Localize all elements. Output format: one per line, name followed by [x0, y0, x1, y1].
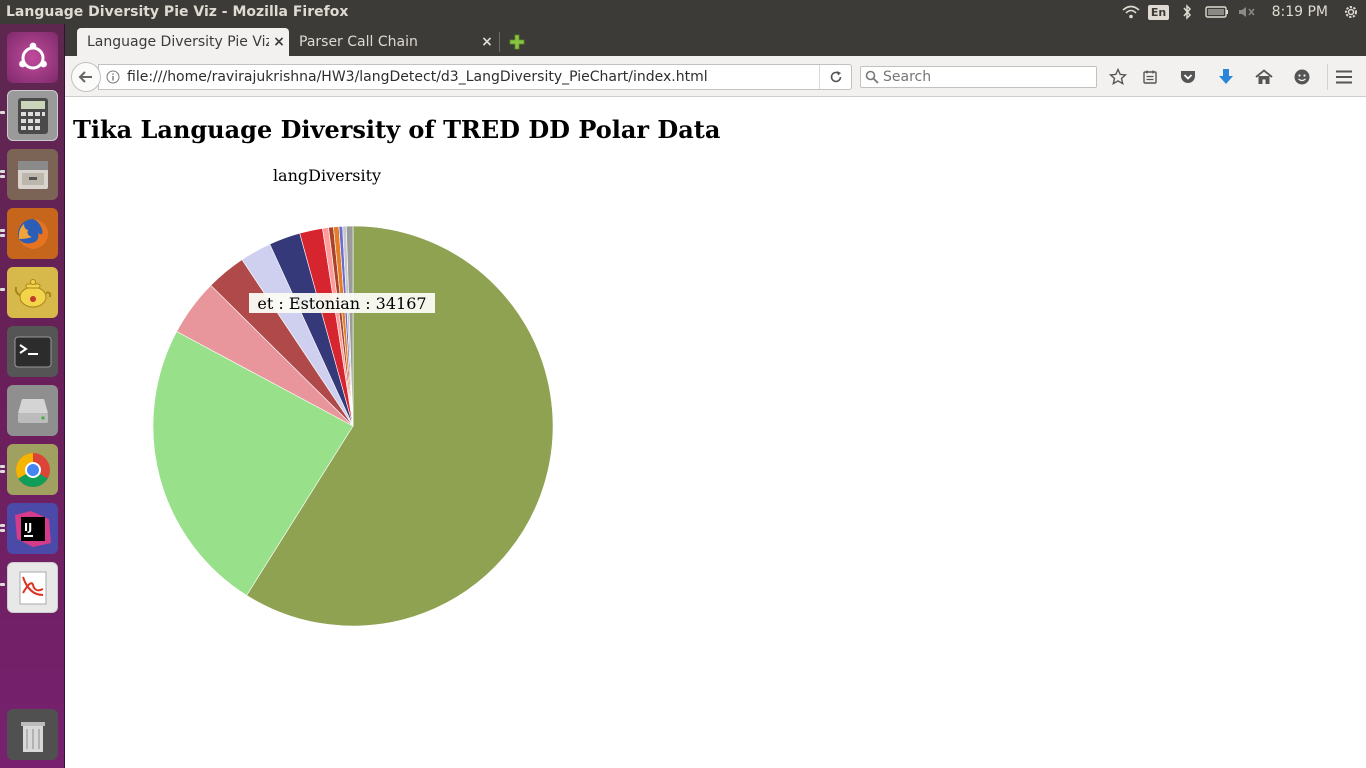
- page-content: Tika Language Diversity of TRED DD Polar…: [65, 97, 1366, 768]
- pie-slice[interactable]: [246, 225, 554, 627]
- reload-button[interactable]: [819, 65, 851, 89]
- navigation-toolbar: file:///home/ravirajukrishna/HW3/langDet…: [65, 56, 1366, 97]
- pie-chart: langDiversity et : Estonian : 34167: [152, 166, 554, 627]
- terminal-icon[interactable]: [7, 326, 58, 377]
- window-title: Language Diversity Pie Viz - Mozilla Fir…: [6, 4, 349, 20]
- bluetooth-icon[interactable]: [1172, 0, 1202, 24]
- close-tab-icon[interactable]: ×: [481, 34, 493, 50]
- tab-separator: [499, 32, 500, 52]
- top-panel: Language Diversity Pie Viz - Mozilla Fir…: [0, 0, 1366, 24]
- page-title: Tika Language Diversity of TRED DD Polar…: [73, 115, 721, 144]
- firefox-icon[interactable]: [7, 208, 58, 259]
- files-icon[interactable]: [7, 149, 58, 200]
- gear-icon[interactable]: [1336, 0, 1366, 24]
- tooltip-text: et : Estonian : 34167: [257, 294, 426, 313]
- toolbar-separator: [1327, 64, 1328, 90]
- battery-icon[interactable]: [1202, 0, 1232, 24]
- trash-icon[interactable]: [7, 709, 58, 760]
- hello-chat-icon[interactable]: [1290, 65, 1314, 89]
- tab-strip: Language Diversity Pie Viz × Parser Call…: [65, 24, 1366, 56]
- keyboard-layout-indicator[interactable]: En: [1146, 0, 1172, 24]
- home-icon[interactable]: [1252, 65, 1276, 89]
- back-button[interactable]: [71, 62, 101, 92]
- pie-slice[interactable]: [152, 331, 354, 596]
- svg-text:IJ: IJ: [24, 521, 32, 534]
- tab-label: Language Diversity Pie Viz: [87, 34, 269, 50]
- hamburger-menu-icon[interactable]: [1332, 65, 1356, 89]
- arrow-left-icon: [78, 71, 92, 83]
- intellij-icon[interactable]: IJ: [7, 503, 58, 554]
- wifi-icon[interactable]: [1116, 0, 1146, 24]
- volume-muted-icon[interactable]: [1232, 0, 1262, 24]
- pdf-viewer-icon[interactable]: [7, 562, 58, 613]
- chart-title: langDiversity: [273, 166, 381, 185]
- plus-icon: [509, 34, 525, 50]
- close-tab-icon[interactable]: ×: [273, 34, 285, 50]
- url-text: file:///home/ravirajukrishna/HW3/langDet…: [127, 69, 708, 85]
- tooltip-background: [249, 293, 435, 313]
- search-icon: [865, 70, 879, 84]
- search-bar[interactable]: [860, 66, 1097, 88]
- new-tab-button[interactable]: [506, 31, 528, 53]
- bookmark-star-icon[interactable]: [1106, 65, 1130, 89]
- keyboard-layout-label: En: [1147, 4, 1170, 20]
- clock[interactable]: 8:19 PM: [1271, 4, 1328, 20]
- info-icon[interactable]: [99, 70, 127, 84]
- tab-label: Parser Call Chain: [299, 34, 418, 50]
- pie-slice[interactable]: [345, 225, 354, 427]
- url-bar[interactable]: file:///home/ravirajukrishna/HW3/langDet…: [98, 64, 852, 90]
- disks-icon[interactable]: [7, 385, 58, 436]
- reload-icon: [830, 71, 841, 83]
- reading-list-icon[interactable]: [1138, 65, 1162, 89]
- teapot-icon[interactable]: [7, 267, 58, 318]
- ubuntu-dash-icon[interactable]: [7, 32, 58, 83]
- launcher: IJ: [0, 24, 65, 768]
- pocket-icon[interactable]: [1176, 65, 1200, 89]
- calculator-icon[interactable]: [7, 90, 58, 141]
- tab-language-diversity[interactable]: Language Diversity Pie Viz ×: [77, 28, 289, 56]
- tooltip: et : Estonian : 34167: [249, 293, 435, 313]
- search-input[interactable]: [883, 69, 1083, 85]
- chrome-icon[interactable]: [7, 444, 58, 495]
- tab-parser-call-chain[interactable]: Parser Call Chain ×: [289, 28, 497, 56]
- download-icon[interactable]: [1214, 65, 1238, 89]
